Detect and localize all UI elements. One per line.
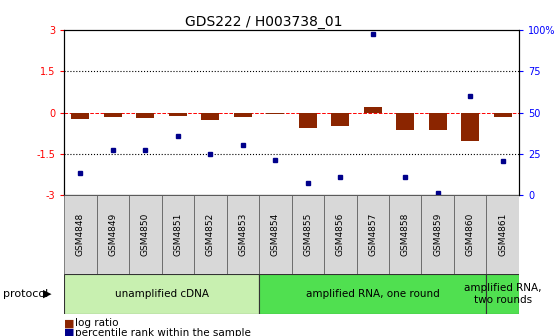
- Bar: [331, 113, 349, 126]
- Text: GDS222 / H003738_01: GDS222 / H003738_01: [185, 15, 343, 29]
- Bar: [97, 195, 129, 274]
- Bar: [129, 195, 162, 274]
- Text: GSM4853: GSM4853: [238, 213, 247, 256]
- Text: percentile rank within the sample: percentile rank within the sample: [75, 328, 251, 336]
- Bar: [137, 113, 155, 118]
- Text: GSM4856: GSM4856: [336, 213, 345, 256]
- Bar: [389, 195, 421, 274]
- Text: GSM4852: GSM4852: [206, 213, 215, 256]
- Bar: [227, 195, 259, 274]
- Text: GSM4861: GSM4861: [498, 213, 507, 256]
- Bar: [299, 113, 317, 128]
- Text: ▶: ▶: [43, 289, 51, 299]
- Text: GSM4859: GSM4859: [433, 213, 442, 256]
- Bar: [64, 195, 97, 274]
- Text: log ratio: log ratio: [75, 318, 119, 328]
- Bar: [259, 274, 487, 314]
- Bar: [291, 195, 324, 274]
- Text: amplified RNA, one round: amplified RNA, one round: [306, 289, 440, 299]
- Bar: [64, 274, 259, 314]
- Bar: [429, 113, 446, 130]
- Text: GSM4860: GSM4860: [466, 213, 475, 256]
- Text: GSM4854: GSM4854: [271, 213, 280, 256]
- Text: unamplified cDNA: unamplified cDNA: [114, 289, 209, 299]
- Bar: [104, 113, 122, 118]
- Text: GSM4857: GSM4857: [368, 213, 377, 256]
- Bar: [487, 195, 519, 274]
- Bar: [364, 107, 382, 113]
- Text: GSM4849: GSM4849: [108, 213, 117, 256]
- Text: ■: ■: [64, 328, 75, 336]
- Bar: [234, 113, 252, 118]
- Bar: [487, 274, 519, 314]
- Text: protocol: protocol: [3, 289, 48, 299]
- Bar: [71, 113, 89, 119]
- Bar: [201, 113, 219, 120]
- Bar: [461, 113, 479, 141]
- Bar: [162, 195, 194, 274]
- Bar: [454, 195, 487, 274]
- Bar: [169, 113, 187, 116]
- Text: GSM4850: GSM4850: [141, 213, 150, 256]
- Bar: [194, 195, 227, 274]
- Text: GSM4855: GSM4855: [304, 213, 312, 256]
- Bar: [357, 195, 389, 274]
- Bar: [396, 113, 414, 130]
- Bar: [421, 195, 454, 274]
- Bar: [324, 195, 357, 274]
- Bar: [494, 113, 512, 117]
- Bar: [259, 195, 291, 274]
- Text: ■: ■: [64, 318, 75, 328]
- Text: GSM4858: GSM4858: [401, 213, 410, 256]
- Bar: [266, 113, 284, 114]
- Text: GSM4848: GSM4848: [76, 213, 85, 256]
- Text: amplified RNA,
two rounds: amplified RNA, two rounds: [464, 283, 541, 305]
- Text: GSM4851: GSM4851: [174, 213, 182, 256]
